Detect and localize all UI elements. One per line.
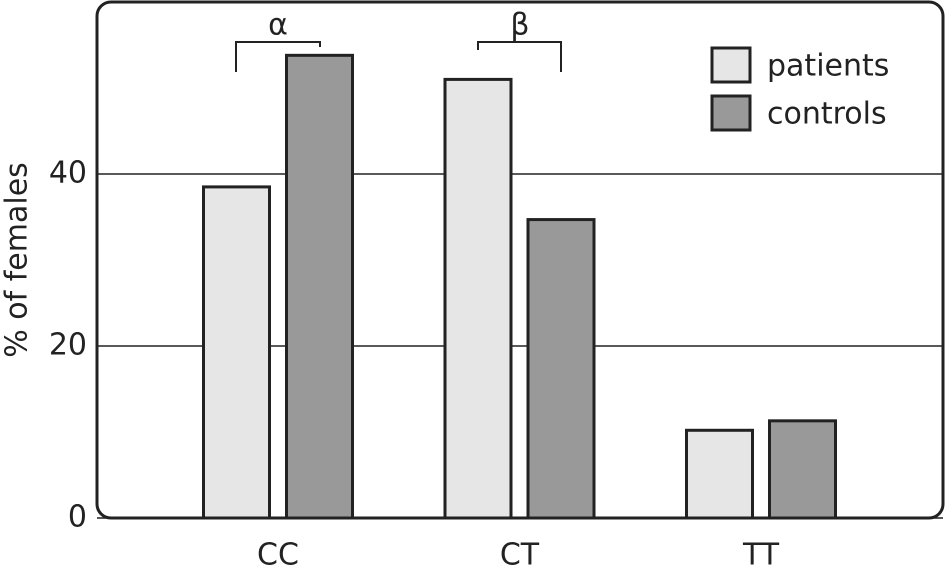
annotation: β <box>510 8 529 43</box>
y-tick-label: 40 <box>49 156 87 191</box>
bar <box>443 77 513 520</box>
bracket <box>477 41 562 72</box>
significance-brackets <box>235 41 562 72</box>
y-tick-label: 0 <box>68 500 87 535</box>
legend-swatch <box>710 46 752 84</box>
bar <box>685 428 754 520</box>
bar <box>526 218 596 520</box>
annotation: α <box>268 8 288 43</box>
y-tick-label: 20 <box>49 328 87 363</box>
legend-label: controls <box>767 97 887 132</box>
plot-frame <box>95 0 945 520</box>
x-tick-label: TT <box>742 538 780 571</box>
bar <box>768 419 837 520</box>
legend-label: patients <box>767 49 889 84</box>
x-tick-label: CC <box>257 538 299 571</box>
bracket <box>235 41 321 72</box>
bar <box>202 185 271 520</box>
y-axis-label: % of females <box>0 162 35 358</box>
legend-swatch <box>710 94 752 132</box>
bar <box>285 53 354 520</box>
x-tick-label: CT <box>500 538 540 571</box>
